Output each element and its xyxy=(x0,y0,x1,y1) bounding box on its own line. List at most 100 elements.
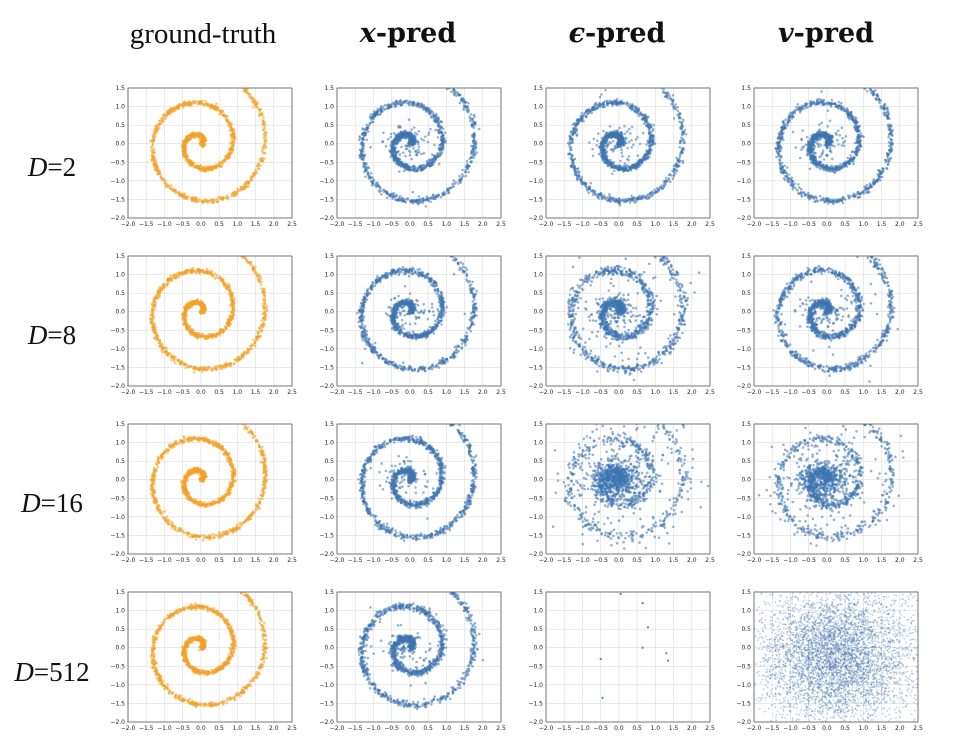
scatter-point xyxy=(180,67,183,70)
scatter-point xyxy=(611,139,615,143)
x-tick-label: 1.5 xyxy=(251,221,261,228)
scatter-point xyxy=(627,155,631,158)
scatter-point xyxy=(425,195,429,198)
scatter-point xyxy=(232,81,235,84)
scatter-point xyxy=(621,136,624,139)
scatter-point xyxy=(638,159,642,162)
scatter-point xyxy=(580,111,584,115)
scatter-point xyxy=(630,197,634,201)
scatter-point xyxy=(602,70,605,73)
scatter-point xyxy=(366,130,370,133)
scatter-point xyxy=(411,70,414,73)
scatter-point xyxy=(630,125,634,129)
scatter-point xyxy=(396,133,399,137)
scatter-point xyxy=(382,131,385,135)
scatter-point xyxy=(234,83,237,86)
scatter-point xyxy=(385,191,388,195)
scatter-point xyxy=(187,67,190,70)
x-tick-label: 0.0 xyxy=(614,221,624,228)
scatter-point xyxy=(679,126,682,130)
scatter-point xyxy=(363,133,367,137)
scatter-point xyxy=(411,190,415,194)
scatter-point xyxy=(215,197,219,201)
points xyxy=(358,69,481,208)
scatter-point xyxy=(441,134,445,137)
scatter-point xyxy=(611,104,614,107)
scatter-point xyxy=(601,157,604,161)
scatter-point xyxy=(231,77,234,80)
scatter-point xyxy=(442,138,446,141)
scatter-point xyxy=(180,194,183,197)
scatter-point xyxy=(610,166,613,170)
scatter-point xyxy=(637,71,640,74)
scatter-point xyxy=(398,126,402,129)
scatter-point xyxy=(808,72,811,75)
scatter-point xyxy=(362,165,365,168)
scatter-point xyxy=(574,125,577,129)
scatter-point xyxy=(402,162,406,166)
scatter-point xyxy=(595,72,598,75)
y-tick-label: 1.0 xyxy=(324,104,334,111)
scatter-point xyxy=(195,134,199,137)
scatter-point xyxy=(637,73,640,76)
scatter-point xyxy=(452,93,456,96)
scatter-point xyxy=(245,88,249,92)
scatter-point xyxy=(240,188,244,191)
y-tick-label: 0.0 xyxy=(324,141,334,148)
scatter-point xyxy=(678,112,681,115)
scatter-point xyxy=(609,148,613,151)
scatter-point xyxy=(638,114,641,118)
scatter-point xyxy=(571,138,574,141)
scatter-point xyxy=(232,143,235,147)
row-eq: = xyxy=(47,320,62,350)
scatter-point xyxy=(631,104,635,107)
scatter-point xyxy=(403,200,406,203)
scatter-point xyxy=(634,138,638,141)
scatter-point xyxy=(391,153,394,157)
scatter-point xyxy=(619,71,622,74)
x-tick-label: 2.0 xyxy=(687,221,697,228)
scatter-point xyxy=(228,76,231,79)
scatter-point xyxy=(447,83,450,86)
scatter-point xyxy=(447,191,450,195)
scatter-point xyxy=(602,70,605,73)
scatter-point xyxy=(264,141,267,144)
scatter-point xyxy=(217,71,220,74)
scatter-point xyxy=(400,160,404,164)
scatter-point xyxy=(378,186,382,189)
x-tick-label: 0.5 xyxy=(423,221,433,228)
scatter-point xyxy=(363,131,366,135)
scatter-point xyxy=(151,140,155,143)
scatter-point xyxy=(621,143,625,146)
scatter-point xyxy=(654,81,657,84)
scatter-point xyxy=(222,73,225,76)
scatter-point xyxy=(231,191,235,195)
scatter-point xyxy=(150,151,154,154)
scatter-point xyxy=(460,98,463,101)
scatter-point xyxy=(376,113,380,116)
scatter-point xyxy=(238,84,241,87)
row-value: 2 xyxy=(63,152,77,182)
scatter-point xyxy=(233,190,236,194)
scatter-point xyxy=(421,70,424,73)
scatter-point xyxy=(615,199,618,203)
scatter-point xyxy=(630,194,633,198)
scatter-point xyxy=(567,152,570,156)
scatter-point xyxy=(443,190,446,194)
scatter-point xyxy=(230,148,234,151)
scatter-point xyxy=(662,88,665,91)
x-tick-label: 0.5 xyxy=(632,221,642,228)
scatter-point xyxy=(441,140,444,144)
scatter-point xyxy=(405,69,408,72)
scatter-point xyxy=(429,158,432,162)
scatter-point xyxy=(198,101,201,105)
scatter-point xyxy=(171,109,174,112)
scatter-point xyxy=(607,135,611,138)
scatter-point xyxy=(194,68,197,71)
scatter-point xyxy=(638,142,642,146)
scatter-point xyxy=(661,187,665,190)
scatter-point xyxy=(397,198,401,201)
v-pred-suffix: -pred xyxy=(794,18,874,49)
scatter-point xyxy=(820,90,823,93)
scatter-point xyxy=(655,186,659,190)
